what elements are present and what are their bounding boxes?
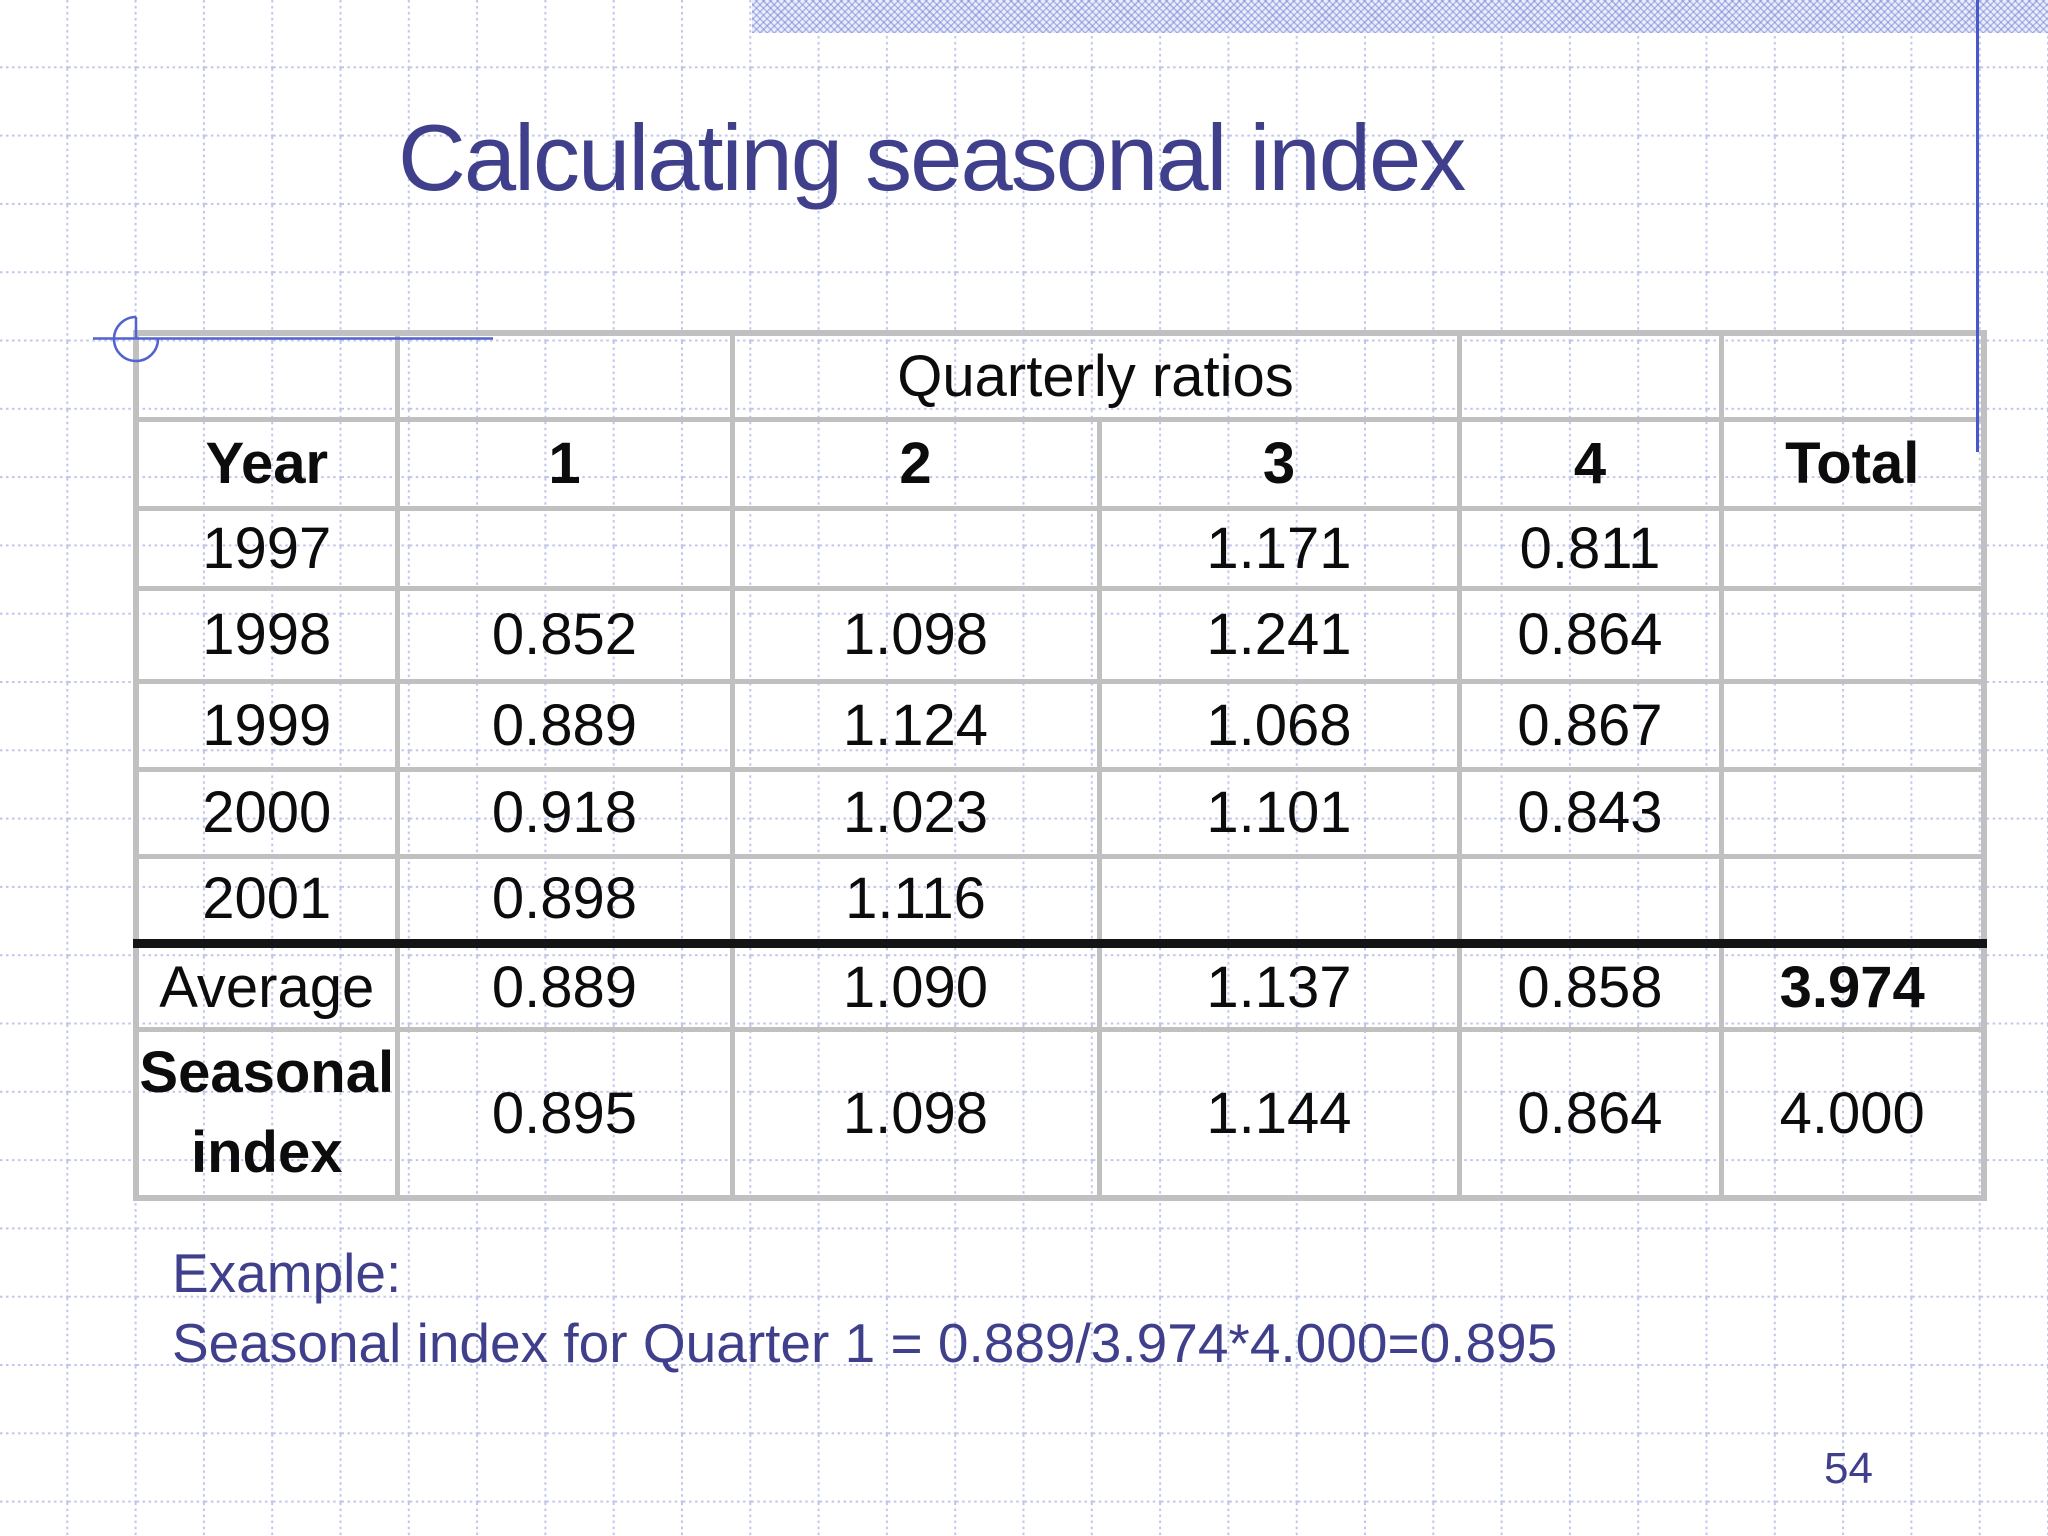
- value-cell: [1456, 853, 1724, 948]
- value-cell: 1.144: [1096, 1026, 1462, 1201]
- column-header-q1: 1: [394, 416, 735, 511]
- empty-cell: [133, 330, 400, 422]
- value-cell: 0.864: [1456, 585, 1724, 684]
- average-label-cell: Average: [133, 940, 400, 1032]
- page-number: 54: [1824, 1444, 1873, 1493]
- empty-cell: [1456, 330, 1724, 422]
- top-accent-band: [752, 0, 2048, 33]
- table-row: 1997 1.171 0.811: [133, 505, 1987, 591]
- empty-cell: [1718, 330, 1987, 422]
- value-cell: 1.068: [1096, 678, 1462, 772]
- seasonal-label-line2: index: [191, 1120, 343, 1186]
- average-row: Average 0.889 1.090 1.137 0.858 3.974: [133, 940, 1987, 1032]
- value-cell: 0.843: [1456, 766, 1724, 859]
- value-cell: 0.852: [394, 585, 735, 684]
- empty-cell: [394, 330, 735, 422]
- value-cell: 1.137: [1096, 940, 1462, 1032]
- value-cell: 1.241: [1096, 585, 1462, 684]
- value-cell: 1.023: [729, 766, 1102, 859]
- seasonal-index-row: Seasonal index 0.895 1.098 1.144 0.864 4…: [133, 1026, 1987, 1201]
- seasonal-label-cell: Seasonal index: [133, 1026, 400, 1201]
- seasonal-index-table: Quarterly ratios Year 1 2 3 4 Total 1997…: [133, 330, 1987, 1201]
- example-line1: Example:: [172, 1242, 402, 1304]
- value-cell: 1.098: [729, 585, 1102, 684]
- value-cell: 1.116: [729, 853, 1102, 948]
- total-cell: [1718, 678, 1987, 772]
- value-cell: 0.867: [1456, 678, 1724, 772]
- value-cell: 1.101: [1096, 766, 1462, 859]
- column-header-q2: 2: [729, 416, 1102, 511]
- value-cell: 1.124: [729, 678, 1102, 772]
- value-cell: [729, 505, 1102, 591]
- group-header-row: Quarterly ratios: [133, 330, 1987, 422]
- table-row: 2000 0.918 1.023 1.101 0.843: [133, 766, 1987, 859]
- table-row: 2001 0.898 1.116: [133, 853, 1987, 948]
- seasonal-label-line1: Seasonal: [139, 1040, 395, 1106]
- value-cell: [1096, 853, 1462, 948]
- value-cell: 0.858: [1456, 940, 1724, 1032]
- value-cell: 1.098: [729, 1026, 1102, 1201]
- total-cell: 4.000: [1718, 1026, 1987, 1201]
- value-cell: 0.895: [394, 1026, 735, 1201]
- value-cell: 0.898: [394, 853, 735, 948]
- column-header-row: Year 1 2 3 4 Total: [133, 416, 1987, 511]
- total-cell: 3.974: [1718, 940, 1987, 1032]
- example-line2: Seasonal index for Quarter 1 = 0.889/3.9…: [172, 1312, 1558, 1374]
- table-row: 1999 0.889 1.124 1.068 0.867: [133, 678, 1987, 772]
- value-cell: 0.811: [1456, 505, 1724, 591]
- column-header-q4: 4: [1456, 416, 1724, 511]
- column-header-total: Total: [1718, 416, 1987, 511]
- column-header-year: Year: [133, 416, 400, 511]
- table-row: 1998 0.852 1.098 1.241 0.864: [133, 585, 1987, 684]
- year-cell: 1999: [133, 678, 400, 772]
- value-cell: 1.171: [1096, 505, 1462, 591]
- year-cell: 2000: [133, 766, 400, 859]
- value-cell: 0.918: [394, 766, 735, 859]
- value-cell: 0.889: [394, 940, 735, 1032]
- year-cell: 2001: [133, 853, 400, 948]
- total-cell: [1718, 585, 1987, 684]
- year-cell: 1997: [133, 505, 400, 591]
- total-cell: [1718, 505, 1987, 591]
- group-header-cell: Quarterly ratios: [729, 330, 1462, 422]
- page-title: Calculating seasonal index: [398, 105, 1466, 210]
- value-cell: [394, 505, 735, 591]
- total-cell: [1718, 766, 1987, 859]
- value-cell: 0.864: [1456, 1026, 1724, 1201]
- year-cell: 1998: [133, 585, 400, 684]
- value-cell: 1.090: [729, 940, 1102, 1032]
- value-cell: 0.889: [394, 678, 735, 772]
- total-cell: [1718, 853, 1987, 948]
- column-header-q3: 3: [1096, 416, 1462, 511]
- example-text: Example: Seasonal index for Quarter 1 = …: [172, 1238, 1557, 1378]
